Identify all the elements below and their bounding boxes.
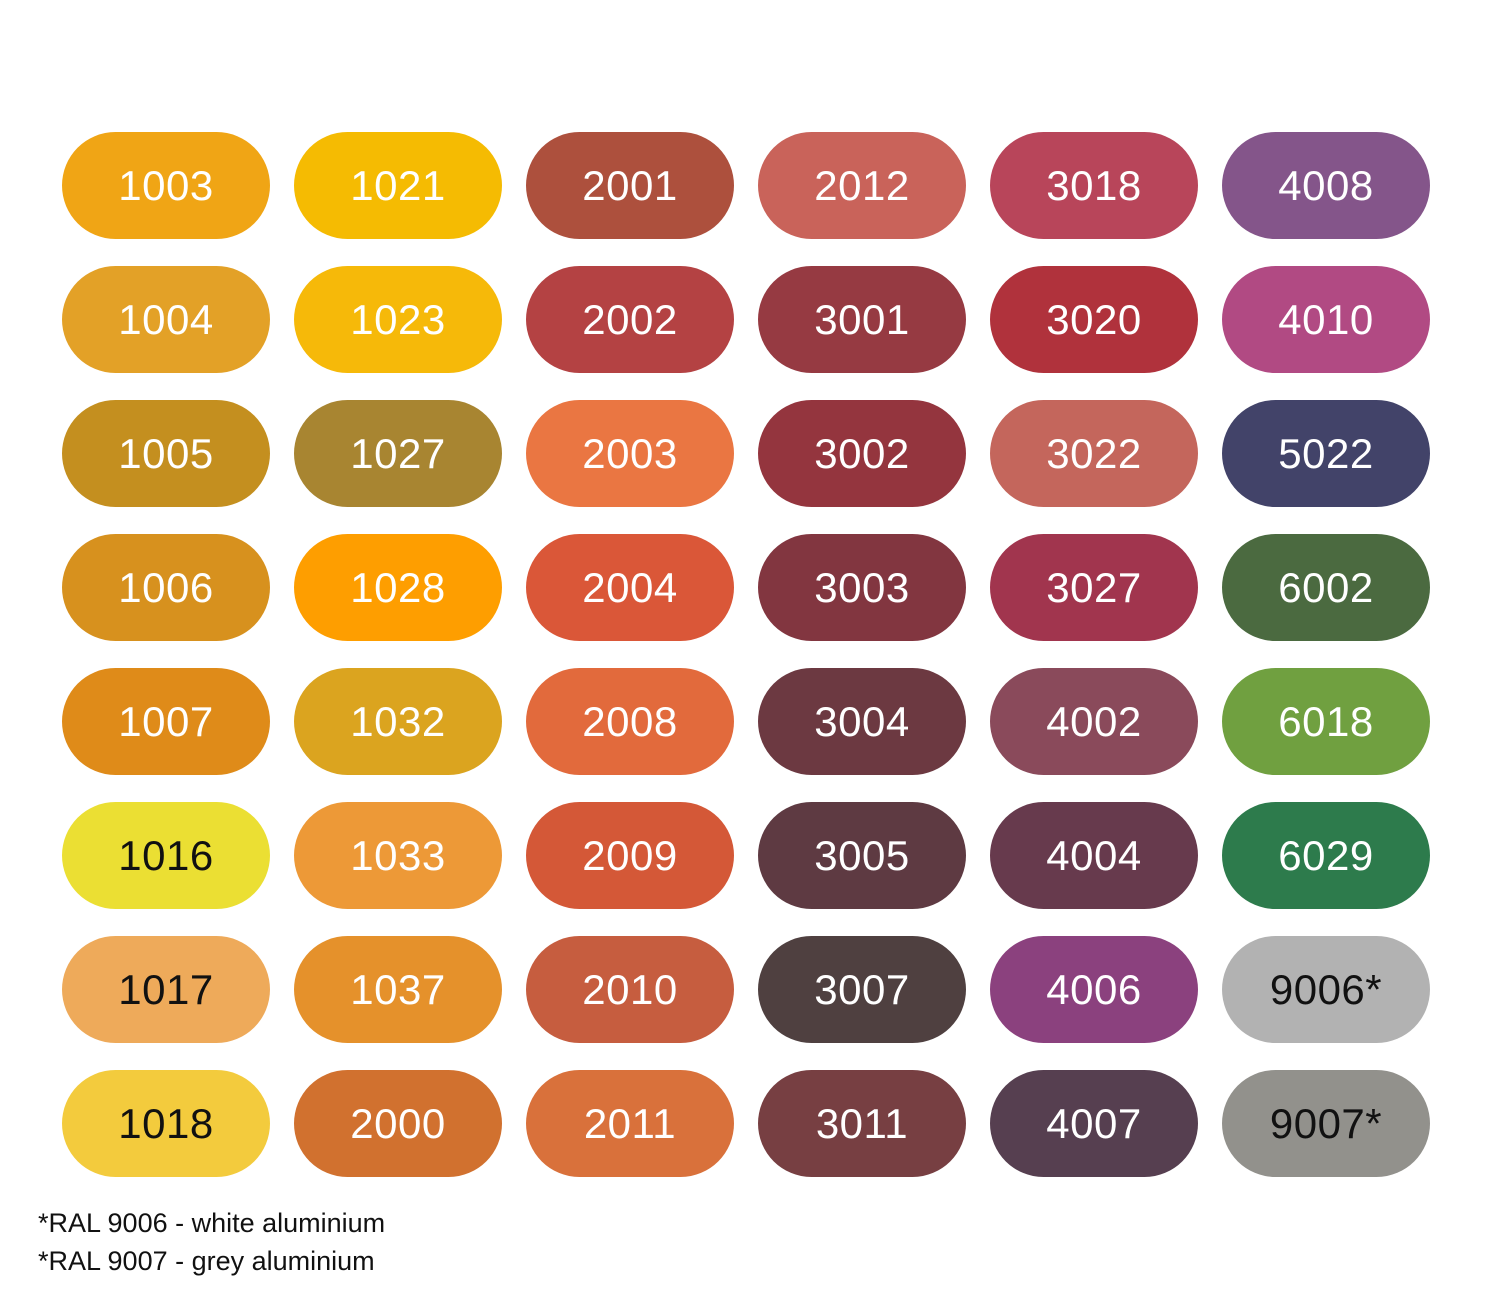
- swatch-grid: 1003 1021 2001 2012 3018 4008 1004 1023 2002 3001…: [62, 132, 1430, 1177]
- color-swatch-3018: 3018: [990, 132, 1198, 239]
- color-swatch-6002: 6002: [1222, 534, 1430, 641]
- color-swatch-3004: 3004: [758, 668, 966, 775]
- color-swatch-4004: 4004: [990, 802, 1198, 909]
- color-swatch-4010: 4010: [1222, 266, 1430, 373]
- footnotes: *RAL 9006 - white aluminium *RAL 9007 - …: [38, 1204, 385, 1280]
- color-swatch-2008: 2008: [526, 668, 734, 775]
- color-swatch-1033: 1033: [294, 802, 502, 909]
- footnote-ral-9007: *RAL 9007 - grey aluminium: [38, 1246, 375, 1276]
- color-swatch-3027: 3027: [990, 534, 1198, 641]
- color-swatch-1004: 1004: [62, 266, 270, 373]
- color-swatch-3001: 3001: [758, 266, 966, 373]
- color-swatch-3003: 3003: [758, 534, 966, 641]
- color-swatch-3022: 3022: [990, 400, 1198, 507]
- color-swatch-2003: 2003: [526, 400, 734, 507]
- color-swatch-2000: 2000: [294, 1070, 502, 1177]
- color-swatch-4007: 4007: [990, 1070, 1198, 1177]
- color-swatch-6029: 6029: [1222, 802, 1430, 909]
- color-swatch-1037: 1037: [294, 936, 502, 1043]
- footnote-ral-9006: *RAL 9006 - white aluminium: [38, 1208, 386, 1238]
- color-swatch-3007: 3007: [758, 936, 966, 1043]
- color-swatch-2012: 2012: [758, 132, 966, 239]
- color-swatch-2001: 2001: [526, 132, 734, 239]
- color-swatch-1027: 1027: [294, 400, 502, 507]
- color-swatch-9007: 9007*: [1222, 1070, 1430, 1177]
- color-swatch-6018: 6018: [1222, 668, 1430, 775]
- color-swatch-1032: 1032: [294, 668, 502, 775]
- color-swatch-2011: 2011: [526, 1070, 734, 1177]
- color-swatch-4002: 4002: [990, 668, 1198, 775]
- color-swatch-5022: 5022: [1222, 400, 1430, 507]
- color-swatch-3002: 3002: [758, 400, 966, 507]
- color-swatch-3005: 3005: [758, 802, 966, 909]
- color-swatch-2010: 2010: [526, 936, 734, 1043]
- color-swatch-1021: 1021: [294, 132, 502, 239]
- color-swatch-1028: 1028: [294, 534, 502, 641]
- color-swatch-1017: 1017: [62, 936, 270, 1043]
- color-swatch-1018: 1018: [62, 1070, 270, 1177]
- color-swatch-2009: 2009: [526, 802, 734, 909]
- color-swatch-1005: 1005: [62, 400, 270, 507]
- color-swatch-1003: 1003: [62, 132, 270, 239]
- color-swatch-1023: 1023: [294, 266, 502, 373]
- color-swatch-1006: 1006: [62, 534, 270, 641]
- color-swatch-9006: 9006*: [1222, 936, 1430, 1043]
- color-swatch-2002: 2002: [526, 266, 734, 373]
- color-swatch-3020: 3020: [990, 266, 1198, 373]
- color-swatch-1007: 1007: [62, 668, 270, 775]
- color-swatch-4006: 4006: [990, 936, 1198, 1043]
- color-swatch-1016: 1016: [62, 802, 270, 909]
- color-swatch-3011: 3011: [758, 1070, 966, 1177]
- color-swatch-2004: 2004: [526, 534, 734, 641]
- color-swatch-4008: 4008: [1222, 132, 1430, 239]
